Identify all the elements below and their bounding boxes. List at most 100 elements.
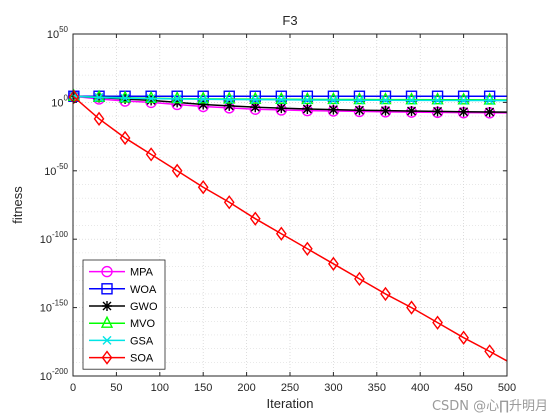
- data-point: [458, 330, 469, 345]
- data-point: [484, 106, 495, 117]
- data-point: [328, 104, 339, 115]
- legend-item: GWO: [89, 301, 158, 313]
- data-point: [118, 90, 132, 103]
- x-tick-label: 0: [70, 382, 76, 394]
- data-point: [432, 106, 443, 117]
- data-point: [249, 90, 261, 102]
- data-point: [101, 265, 113, 278]
- data-point: [249, 211, 261, 226]
- y-axis-label: fitness: [10, 186, 25, 224]
- data-point: [197, 180, 209, 195]
- data-point: [198, 94, 208, 104]
- data-point: [94, 92, 104, 102]
- data-point: [354, 105, 365, 116]
- y-tick-label: 100: [51, 93, 68, 109]
- data-point: [459, 95, 469, 105]
- data-point: [276, 95, 286, 105]
- data-point: [171, 91, 184, 104]
- data-point: [144, 90, 158, 103]
- data-point: [101, 283, 113, 295]
- data-point: [354, 271, 365, 287]
- x-tick-label: 500: [498, 382, 516, 394]
- y-tick-label: 10-50: [44, 162, 68, 178]
- watermark: CSDN @心∏升明月: [431, 399, 548, 414]
- data-point: [198, 99, 209, 110]
- x-tick-label: 400: [411, 382, 429, 394]
- x-tick-label: 50: [110, 382, 122, 394]
- data-point: [146, 94, 156, 104]
- x-tick-label: 250: [281, 382, 299, 394]
- legend-item: MVO: [89, 315, 156, 330]
- legend-box: [82, 259, 166, 370]
- legend-item: MPA: [89, 265, 154, 279]
- data-point: [224, 100, 235, 111]
- data-point: [275, 90, 288, 102]
- data-point: [485, 96, 495, 106]
- data-point: [120, 93, 130, 103]
- data-point: [328, 95, 338, 105]
- data-point: [380, 95, 390, 105]
- data-point: [172, 94, 182, 104]
- series-gsa: [69, 91, 508, 106]
- legend-label: GSA: [130, 335, 154, 347]
- data-point: [250, 95, 260, 105]
- data-point: [327, 90, 340, 102]
- data-point: [301, 90, 314, 102]
- data-point: [171, 163, 183, 178]
- data-point: [407, 95, 417, 105]
- data-point: [197, 91, 210, 104]
- y-tick-label: 10-100: [40, 230, 69, 246]
- legend-item: SOA: [89, 350, 154, 365]
- data-point: [354, 95, 364, 105]
- x-tick-label: 200: [237, 382, 255, 394]
- data-point: [302, 103, 313, 114]
- x-tick-label: 300: [324, 382, 342, 394]
- data-point: [250, 102, 261, 113]
- data-point: [223, 195, 235, 210]
- data-point: [93, 111, 105, 126]
- y-axis: 1050 100 10-50 10-100 10-150 10-200: [40, 25, 507, 383]
- legend-label: WOA: [130, 284, 157, 296]
- data-point: [406, 106, 417, 117]
- data-point: [484, 344, 496, 359]
- x-tick-label: 450: [454, 382, 472, 394]
- y-tick-label: 10-150: [40, 299, 69, 315]
- legend-label: MVO: [130, 318, 156, 330]
- series-line: [72, 95, 508, 102]
- data-point: [406, 300, 417, 315]
- series-line: [72, 95, 508, 362]
- legend-label: MPA: [130, 267, 154, 279]
- data-point: [433, 95, 443, 105]
- legend-item: GSA: [89, 335, 154, 347]
- legend-label: SOA: [130, 353, 154, 365]
- data-point: [119, 130, 131, 146]
- data-point: [102, 335, 112, 345]
- data-point: [102, 301, 112, 311]
- x-axis: 0 50 100 150 200 250 300 350 400 450 500: [70, 34, 516, 394]
- x-tick-label: 150: [194, 382, 212, 394]
- data-point: [276, 103, 287, 114]
- data-point: [100, 315, 114, 328]
- x-tick-label: 100: [151, 382, 169, 394]
- data-point: [353, 90, 366, 102]
- data-point: [68, 89, 80, 105]
- x-axis-label: Iteration: [267, 396, 314, 411]
- data-point: [380, 105, 391, 116]
- data-point: [432, 315, 443, 330]
- x-tick-label: 350: [368, 382, 386, 394]
- data-point: [380, 286, 391, 302]
- series-layer: [67, 88, 508, 362]
- legend-item: WOA: [89, 283, 157, 296]
- data-point: [145, 147, 157, 162]
- legend-label: GWO: [130, 301, 158, 313]
- data-point: [458, 106, 469, 117]
- data-point: [146, 95, 157, 106]
- legend: MPA WOA GWO MVO GSA SOA: [82, 259, 166, 370]
- y-tick-label: 10-200: [40, 367, 69, 383]
- data-point: [302, 95, 312, 105]
- y-tick-label: 1050: [47, 25, 69, 41]
- data-point: [328, 256, 339, 271]
- chart-title: F3: [282, 13, 297, 28]
- data-point: [224, 95, 234, 105]
